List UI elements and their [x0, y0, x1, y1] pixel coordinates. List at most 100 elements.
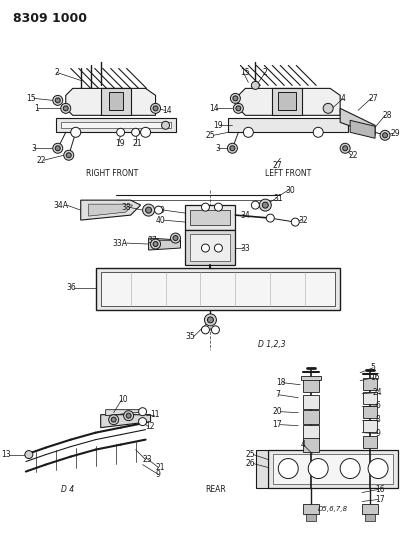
Circle shape	[154, 206, 162, 214]
Circle shape	[153, 241, 157, 247]
Circle shape	[207, 317, 213, 323]
Circle shape	[142, 204, 154, 216]
Polygon shape	[56, 118, 175, 132]
Circle shape	[367, 458, 387, 479]
Polygon shape	[273, 454, 392, 483]
Text: 4: 4	[339, 94, 344, 103]
Polygon shape	[306, 514, 315, 521]
Polygon shape	[303, 378, 319, 392]
Text: 3: 3	[215, 144, 220, 153]
Polygon shape	[185, 230, 235, 265]
Circle shape	[229, 146, 234, 151]
Text: 17: 17	[272, 420, 281, 429]
Polygon shape	[303, 438, 319, 451]
Circle shape	[145, 207, 151, 213]
Polygon shape	[362, 406, 376, 418]
Text: D 1,2,3: D 1,2,3	[258, 341, 285, 349]
Polygon shape	[362, 419, 376, 432]
Text: 9: 9	[374, 429, 379, 438]
Polygon shape	[190, 210, 230, 225]
Polygon shape	[303, 504, 319, 514]
Circle shape	[61, 103, 71, 114]
Polygon shape	[364, 514, 374, 521]
Text: 31: 31	[273, 193, 282, 203]
Text: 25: 25	[245, 450, 255, 459]
Polygon shape	[349, 120, 374, 138]
Circle shape	[290, 218, 299, 226]
Text: 14: 14	[162, 106, 172, 115]
Text: 21: 21	[132, 139, 142, 148]
Circle shape	[108, 415, 118, 425]
Text: 25: 25	[205, 131, 215, 140]
Text: 3: 3	[31, 144, 36, 153]
Text: 1: 1	[34, 104, 39, 113]
Polygon shape	[88, 204, 132, 216]
Text: 24: 24	[371, 388, 381, 397]
Text: 33: 33	[240, 244, 249, 253]
Circle shape	[308, 458, 327, 479]
Polygon shape	[303, 395, 319, 409]
Circle shape	[211, 326, 219, 334]
Text: 21: 21	[155, 463, 165, 472]
Circle shape	[173, 236, 178, 240]
Polygon shape	[301, 376, 320, 379]
Text: LEFT FRONT: LEFT FRONT	[265, 169, 311, 177]
Circle shape	[251, 201, 259, 209]
Circle shape	[266, 214, 274, 222]
Circle shape	[131, 128, 139, 136]
Circle shape	[150, 239, 160, 249]
Circle shape	[322, 103, 333, 114]
Polygon shape	[362, 392, 376, 403]
Polygon shape	[267, 450, 397, 488]
Text: 34: 34	[240, 211, 249, 220]
Text: 23: 23	[142, 455, 152, 464]
Circle shape	[71, 127, 81, 138]
Circle shape	[124, 411, 133, 421]
Polygon shape	[101, 88, 130, 115]
Text: 34A: 34A	[54, 200, 69, 209]
Circle shape	[55, 98, 60, 103]
Text: 22: 22	[36, 156, 46, 165]
Polygon shape	[256, 450, 267, 488]
Polygon shape	[339, 108, 374, 135]
Text: 12: 12	[145, 422, 155, 431]
Polygon shape	[185, 205, 235, 230]
Circle shape	[138, 418, 146, 426]
Circle shape	[25, 450, 33, 458]
Polygon shape	[190, 234, 230, 261]
Text: 2: 2	[262, 68, 266, 77]
Polygon shape	[238, 88, 339, 115]
Circle shape	[140, 127, 150, 138]
Circle shape	[201, 203, 209, 211]
Circle shape	[111, 417, 116, 422]
Polygon shape	[106, 410, 145, 416]
Circle shape	[63, 106, 68, 111]
Text: 18: 18	[275, 378, 285, 387]
Circle shape	[201, 244, 209, 252]
Text: D5,6,7,8: D5,6,7,8	[317, 506, 348, 512]
Circle shape	[230, 93, 240, 103]
Text: 22: 22	[347, 151, 357, 160]
Polygon shape	[95, 268, 339, 310]
Text: 32: 32	[297, 216, 307, 224]
Circle shape	[251, 82, 259, 90]
Text: 19: 19	[115, 139, 125, 148]
Text: RIGHT FRONT: RIGHT FRONT	[85, 169, 137, 177]
Polygon shape	[228, 118, 347, 132]
Text: 27: 27	[272, 161, 281, 169]
Text: 7: 7	[275, 390, 280, 399]
Polygon shape	[148, 238, 180, 250]
Circle shape	[232, 96, 237, 101]
Text: D 4: D 4	[61, 485, 74, 494]
Text: 19: 19	[212, 121, 222, 130]
Circle shape	[214, 203, 222, 211]
Text: 8: 8	[374, 415, 379, 424]
Text: 15: 15	[240, 68, 249, 77]
Text: 2: 2	[54, 68, 58, 77]
Text: 20: 20	[272, 407, 281, 416]
Circle shape	[259, 199, 271, 211]
Circle shape	[235, 106, 240, 111]
Circle shape	[170, 233, 180, 243]
Text: 39: 39	[155, 206, 165, 215]
Circle shape	[262, 202, 267, 208]
